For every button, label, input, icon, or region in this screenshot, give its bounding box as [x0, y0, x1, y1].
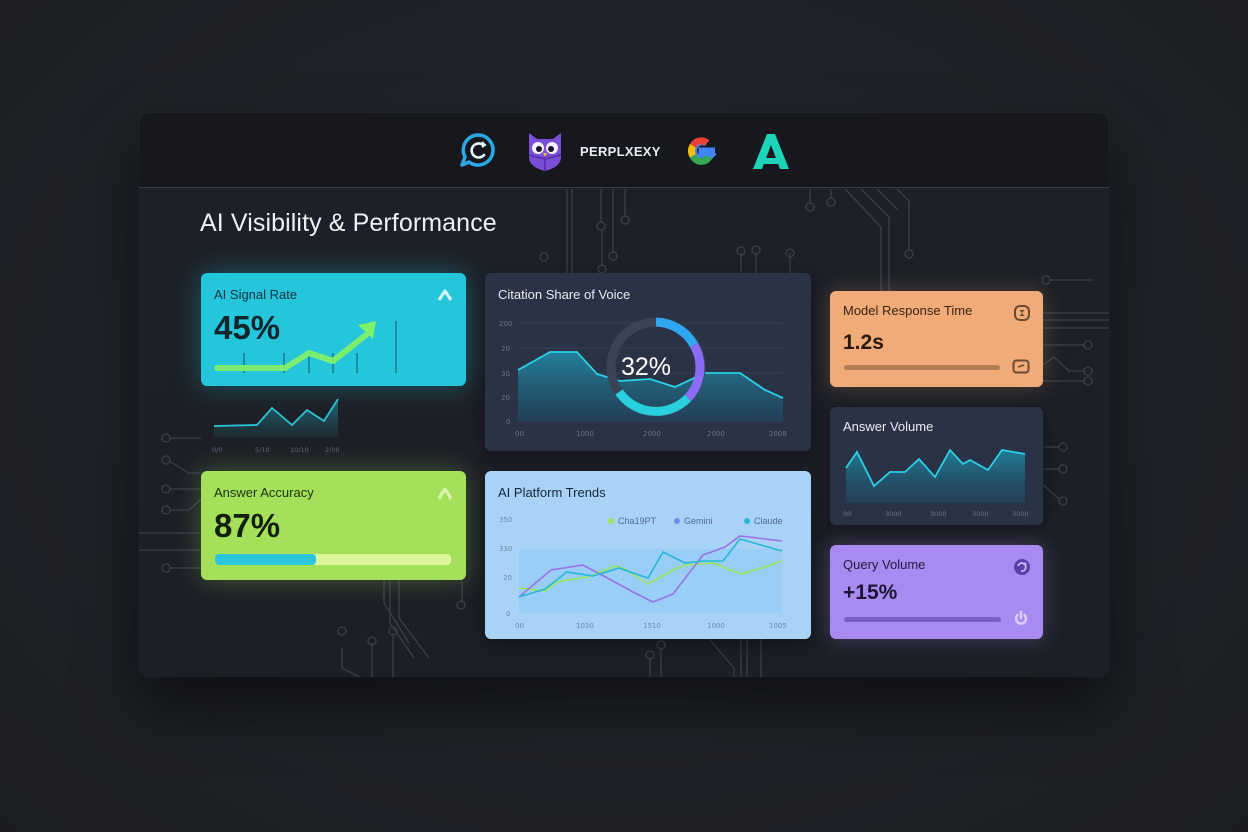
power-icon[interactable] — [1013, 610, 1029, 626]
svg-text:200: 200 — [499, 320, 512, 328]
card-value: 87% — [214, 507, 281, 544]
legend-gemini[interactable]: Gemini — [674, 516, 713, 526]
signal-trend-arrow — [214, 321, 397, 373]
svg-text:3000: 3000 — [1012, 510, 1029, 518]
svg-text:2000: 2000 — [643, 430, 661, 438]
svg-text:00: 00 — [515, 430, 524, 438]
query-volume-card[interactable]: Query Volume +15% — [830, 545, 1043, 639]
perplexity-wordmark: PERPLXEXY — [580, 129, 661, 173]
svg-text:330: 330 — [499, 545, 512, 553]
svg-text:00: 00 — [843, 510, 851, 518]
top-bar: PERPLXEXY — [139, 113, 1109, 188]
timer-icon[interactable] — [1013, 304, 1031, 322]
dashboard-window: PERPLXEXY AI Visibility & Performance AI… — [139, 113, 1109, 677]
chat-refresh-logo — [457, 129, 499, 173]
citation-share-card[interactable]: Citation Share of Voice 200 20 30 20 — [485, 273, 811, 451]
donut-value: 32% — [620, 353, 672, 381]
owl-icon — [528, 133, 562, 171]
response-progress-bar — [844, 365, 1000, 370]
legend-label: Gemini — [684, 516, 713, 526]
svg-text:1000: 1000 — [576, 430, 594, 438]
card-value: 1.2s — [843, 331, 884, 354]
legend-claude[interactable]: Claude — [744, 516, 783, 526]
svg-text:3000: 3000 — [972, 510, 989, 518]
answer-volume-area-chart: 00 3000 3000 3000 3000 — [843, 448, 1029, 518]
card-title: Citation Share of Voice — [498, 287, 631, 302]
svg-text:10/10: 10/10 — [290, 446, 309, 454]
accuracy-progress-fill — [215, 554, 317, 565]
svg-text:00: 00 — [515, 622, 524, 630]
message-icon[interactable] — [1012, 359, 1030, 374]
svg-text:350: 350 — [499, 516, 512, 524]
answer-volume-card[interactable]: Answer Volume 00 3000 3000 3000 3000 — [830, 407, 1043, 525]
ai-platform-trends-card[interactable]: AI Platform Trends Cha19PT Gemini Claude… — [485, 471, 811, 639]
chat-refresh-icon — [460, 133, 495, 167]
svg-text:2000: 2000 — [707, 430, 725, 438]
query-progress-bar — [844, 617, 1001, 622]
svg-text:20: 20 — [501, 394, 510, 402]
svg-text:2008: 2008 — [769, 430, 787, 438]
ai-signal-rate-card[interactable]: AI Signal Rate 45% — [201, 273, 466, 386]
refresh-badge-icon[interactable] — [1013, 558, 1031, 576]
svg-text:0: 0 — [506, 418, 510, 426]
svg-text:1510: 1510 — [643, 622, 661, 630]
svg-text:0/0: 0/0 — [212, 446, 222, 454]
legend-chatgpt[interactable]: Cha19PT — [608, 516, 656, 526]
svg-text:3000: 3000 — [930, 510, 947, 518]
svg-text:20: 20 — [503, 574, 512, 582]
a-letter-icon — [753, 134, 789, 169]
svg-text:2/00: 2/00 — [325, 446, 340, 454]
card-title: Answer Accuracy — [214, 485, 314, 500]
svg-text:0: 0 — [506, 610, 510, 618]
a-letter-logo — [749, 129, 793, 173]
legend-label: Claude — [754, 516, 783, 526]
accuracy-progress-bar — [215, 554, 451, 565]
svg-text:1000: 1000 — [707, 622, 725, 630]
svg-text:30: 30 — [501, 370, 510, 378]
card-value: 45% — [214, 309, 281, 346]
chevron-up-icon[interactable] — [437, 288, 453, 302]
legend-label: Cha19PT — [618, 516, 657, 526]
google-logo — [681, 129, 721, 173]
google-g-icon — [688, 137, 718, 165]
card-value: +15% — [843, 581, 898, 604]
svg-text:1030: 1030 — [576, 622, 594, 630]
svg-text:20: 20 — [501, 345, 510, 353]
legend-dot — [608, 518, 614, 524]
perplexity-label: PERPLXEXY — [580, 143, 661, 159]
signal-mini-chart: 0/0 5/10 10/10 2/00 — [212, 398, 340, 454]
card-title: Model Response Time — [843, 303, 973, 318]
svg-text:1005: 1005 — [769, 622, 787, 630]
card-title: Query Volume — [843, 557, 926, 572]
owl-logo — [525, 129, 565, 173]
card-title: AI Platform Trends — [498, 485, 606, 500]
citation-area-chart: 200 20 30 20 0 00 1000 2000 2000 2008 — [499, 317, 787, 438]
svg-text:3000: 3000 — [885, 510, 902, 518]
svg-text:5/10: 5/10 — [255, 446, 270, 454]
platform-trends-line-chart: 350 330 20 0 00 1030 1510 1000 1005 — [499, 516, 787, 630]
chevron-up-icon[interactable] — [437, 486, 453, 500]
card-title: AI Signal Rate — [214, 287, 298, 302]
page-title: AI Visibility & Performance — [200, 209, 497, 237]
model-response-time-card[interactable]: Model Response Time 1.2s — [830, 291, 1043, 387]
answer-accuracy-card[interactable]: Answer Accuracy 87% — [201, 471, 466, 580]
legend-dot — [744, 518, 750, 524]
legend-dot — [674, 518, 680, 524]
card-title: Answer Volume — [843, 419, 934, 434]
